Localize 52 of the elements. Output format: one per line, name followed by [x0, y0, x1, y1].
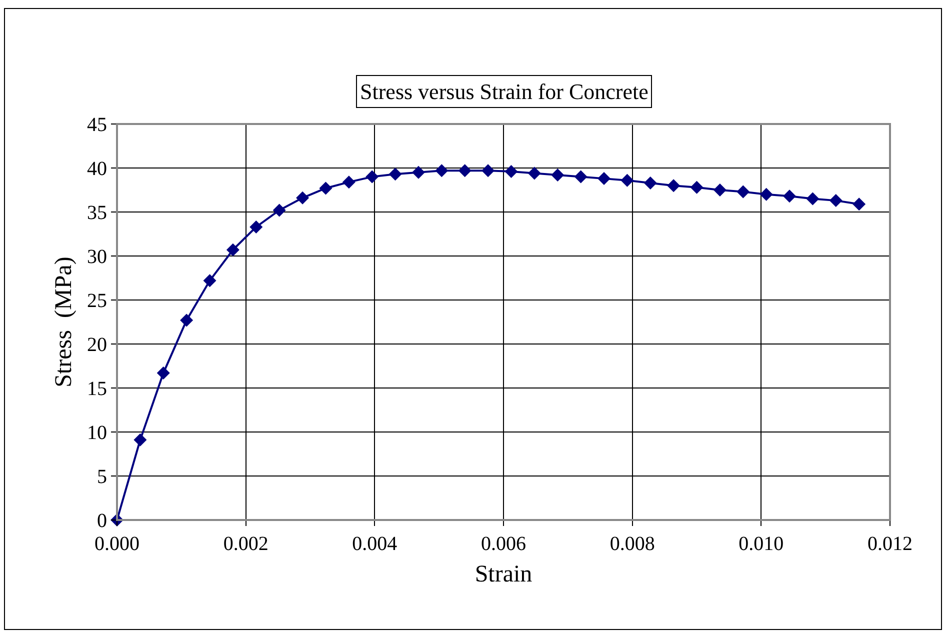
point: [574, 170, 588, 184]
point: [806, 192, 820, 206]
y-tick-label: 30: [87, 246, 107, 268]
point: [250, 220, 263, 234]
y-tick-label: 5: [97, 466, 107, 488]
x-tick-label: 0.006: [481, 533, 526, 555]
x-tick-label: 0.004: [352, 533, 398, 555]
point: [203, 274, 216, 288]
x-axis-title: Strain: [474, 561, 532, 588]
y-tick-label: 20: [87, 334, 107, 356]
point: [156, 366, 170, 380]
point: [482, 164, 495, 178]
point: [528, 166, 541, 180]
x-tick-label: 0.002: [223, 533, 268, 555]
point: [783, 190, 796, 203]
point: [366, 170, 379, 184]
x-tick-label: 0.000: [94, 533, 140, 555]
point: [597, 172, 610, 186]
y-tick-label: 25: [87, 290, 107, 312]
y-axis-title: Stress (MPa): [51, 256, 78, 388]
x-tick-label: 0.008: [610, 533, 655, 555]
point: [690, 180, 704, 194]
chart-title: Stress versus Strain for Concrete: [360, 79, 648, 104]
point: [180, 314, 194, 327]
point: [296, 191, 310, 204]
y-tick-label: 45: [87, 114, 107, 136]
x-tick-label: 0.012: [868, 533, 912, 555]
point: [342, 176, 356, 189]
y-tick-label: 10: [87, 422, 107, 444]
point: [319, 182, 332, 195]
point: [852, 198, 866, 211]
y-tick-label: 40: [87, 158, 107, 180]
point: [226, 243, 240, 256]
point: [620, 174, 634, 187]
point: [388, 168, 402, 181]
point: [551, 168, 564, 182]
point: [760, 188, 773, 201]
point: [713, 184, 726, 196]
point: [435, 164, 448, 178]
point: [458, 164, 472, 178]
point: [829, 194, 842, 208]
y-tick-label: 35: [87, 202, 107, 224]
point: [736, 185, 750, 198]
point: [134, 433, 147, 446]
point: [667, 179, 680, 192]
point: [272, 204, 286, 217]
y-tick-label: 0: [97, 510, 107, 532]
point: [644, 176, 657, 190]
x-tick-label: 0.010: [738, 533, 784, 555]
point: [504, 165, 518, 178]
point: [412, 166, 425, 179]
y-tick-label: 15: [87, 378, 107, 400]
